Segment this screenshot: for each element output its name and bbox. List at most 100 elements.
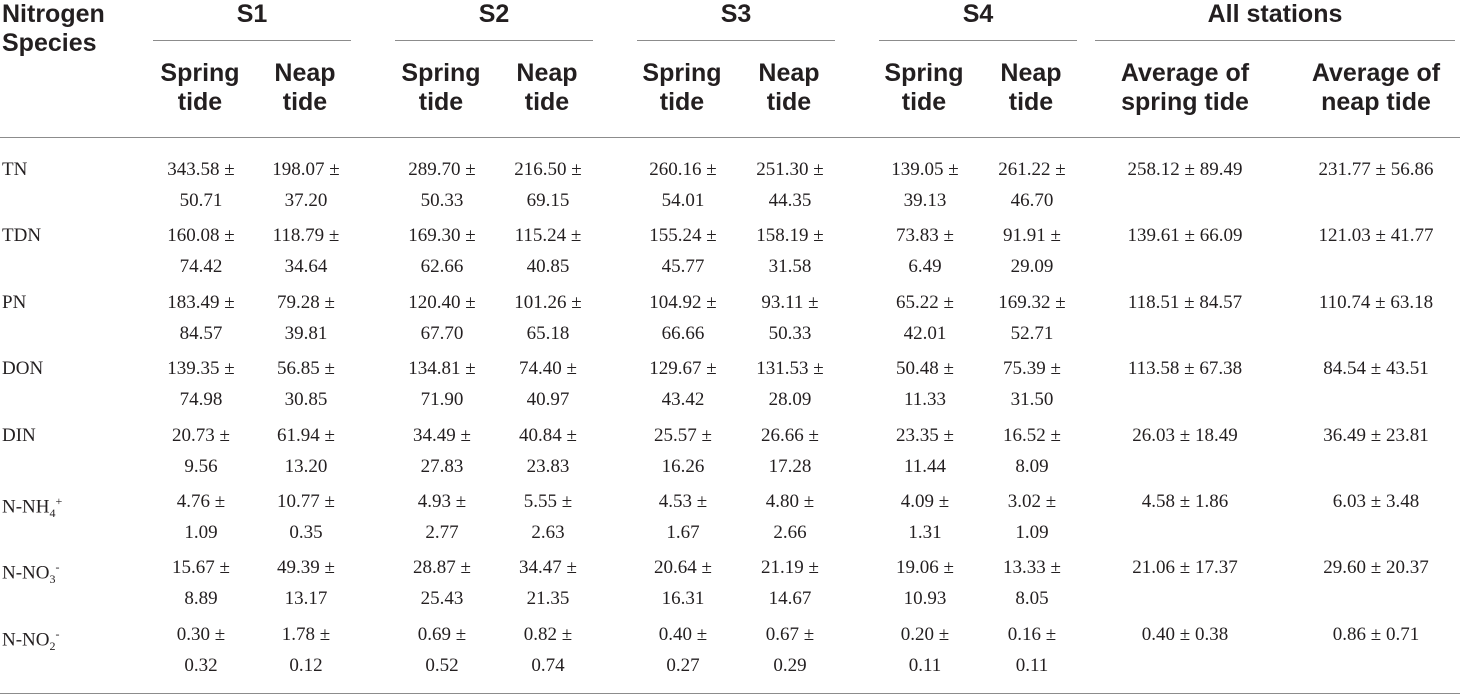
cell-sd: 11.44 (903, 456, 947, 477)
cell-sd: 0.29 (773, 655, 807, 676)
cell-mean: 65.22 ± (896, 292, 954, 313)
cell-sd: 44.35 (768, 190, 812, 211)
cell-sd: 31.58 (768, 256, 812, 277)
cell-sd: 13.17 (284, 588, 328, 609)
table-cell: 4.80 ± 2.66 (735, 486, 845, 548)
avg-neap-cell: 6.03 ± 3.48 (1332, 491, 1420, 512)
cell-mean: 183.49 ± (167, 292, 235, 313)
subheader-line: Spring (884, 59, 964, 87)
cell-sd: 31.50 (1010, 389, 1054, 410)
species-header: Nitrogen Species (2, 0, 105, 58)
cell-mean: 134.81 ± (408, 358, 476, 379)
species-header-line2: Species (2, 29, 97, 57)
cell-sd: 16.26 (661, 456, 705, 477)
table-cell: 155.24 ± 45.77 (628, 220, 738, 282)
cell-mean: 131.53 ± (756, 358, 824, 379)
table-cell: 15.67 ± 8.89 (146, 552, 256, 614)
table-cell: 251.30 ± 44.35 (735, 154, 845, 216)
subheader-line: Neap (1000, 59, 1062, 87)
avg-spring-cell: 139.61 ± 66.09 (1127, 225, 1243, 246)
cell-mean: 289.70 ± (408, 159, 476, 180)
cell-mean: 16.52 ± (1003, 425, 1061, 446)
cell-sd: 21.35 (526, 588, 570, 609)
table-cell: 0.16 ± 0.11 (977, 619, 1087, 681)
cell-mean: 4.93 ± (417, 491, 467, 512)
table-cell: 65.22 ± 42.01 (870, 287, 980, 349)
table-cell: 0.82 ± 0.74 (493, 619, 603, 681)
cell-mean: 160.08 ± (167, 225, 235, 246)
cell-sd: 28.09 (768, 389, 812, 410)
table-cell: 20.64 ± 16.31 (628, 552, 738, 614)
cell-mean: 155.24 ± (649, 225, 717, 246)
cell-sd: 29.09 (1010, 256, 1054, 277)
cell-mean: 4.53 ± (658, 491, 708, 512)
cell-mean: 4.80 ± (765, 491, 815, 512)
cell-sd: 30.85 (284, 389, 328, 410)
cell-mean: 13.33 ± (1003, 557, 1061, 578)
group-rule-s1 (153, 40, 351, 41)
table-cell: 343.58 ± 50.71 (146, 154, 256, 216)
avg-spring-cell: 0.40 ± 0.38 (1141, 624, 1229, 645)
cell-sd: 67.70 (420, 323, 464, 344)
subheader-line: Neap (274, 59, 336, 87)
cell-sd: 66.66 (661, 323, 705, 344)
table-cell: 0.20 ± 0.11 (870, 619, 980, 681)
table-cell: 40.84 ± 23.83 (493, 420, 603, 482)
cell-mean: 0.30 ± (176, 624, 226, 645)
cell-sd: 6.49 (908, 256, 942, 277)
table-cell: 115.24 ± 40.85 (493, 220, 603, 282)
cell-mean: 34.49 ± (413, 425, 471, 446)
cell-mean: 0.67 ± (765, 624, 815, 645)
table-cell: 289.70 ± 50.33 (387, 154, 497, 216)
cell-mean: 1.78 ± (281, 624, 331, 645)
cell-mean: 139.35 ± (167, 358, 235, 379)
cell-mean: 260.16 ± (649, 159, 717, 180)
table-cell: 91.91 ± 29.09 (977, 220, 1087, 282)
cell-sd: 2.66 (773, 522, 807, 543)
table-cell: 0.40 ± 0.27 (628, 619, 738, 681)
subheader-line: Neap (758, 59, 820, 87)
group-rule-all (1095, 40, 1455, 41)
group-rule-s4 (879, 40, 1077, 41)
cell-mean: 40.84 ± (519, 425, 577, 446)
cell-sd: 9.56 (184, 456, 218, 477)
cell-mean: 28.87 ± (413, 557, 471, 578)
cell-mean: 15.67 ± (172, 557, 230, 578)
cell-sd: 0.52 (425, 655, 459, 676)
cell-mean: 0.82 ± (523, 624, 573, 645)
subheader-line: Average of (1311, 59, 1441, 87)
table-cell: 25.57 ± 16.26 (628, 420, 738, 482)
table-cell: 139.05 ± 39.13 (870, 154, 980, 216)
subheader-line: Average of (1120, 59, 1250, 87)
cell-mean: 56.85 ± (277, 358, 335, 379)
cell-sd: 50.33 (420, 190, 464, 211)
avg-spring-cell: 118.51 ± 84.57 (1127, 292, 1243, 313)
table-cell: 10.77 ± 0.35 (251, 486, 361, 548)
cell-sd: 1.31 (908, 522, 942, 543)
cell-mean: 0.20 ± (900, 624, 950, 645)
cell-sd: 17.28 (768, 456, 812, 477)
cell-mean: 79.28 ± (277, 292, 335, 313)
cell-sd: 43.42 (661, 389, 705, 410)
table-cell: 131.53 ± 28.09 (735, 353, 845, 415)
species-subscript: 4 (49, 506, 56, 521)
cell-mean: 0.69 ± (417, 624, 467, 645)
cell-sd: 0.35 (289, 522, 323, 543)
cell-mean: 139.05 ± (891, 159, 959, 180)
subheader-line: neap tide (1321, 88, 1431, 116)
subheader-s4-spring: Spring tide (874, 59, 974, 117)
cell-sd: 52.71 (1010, 323, 1054, 344)
cell-mean: 120.40 ± (408, 292, 476, 313)
table-bottom-rule (0, 693, 1460, 694)
cell-sd: 2.63 (531, 522, 565, 543)
table-cell: 216.50 ± 69.15 (493, 154, 603, 216)
cell-mean: 101.26 ± (514, 292, 582, 313)
cell-sd: 8.89 (184, 588, 218, 609)
station-header-s3: S3 (720, 0, 752, 28)
subheader-line: tide (1008, 88, 1054, 116)
cell-mean: 115.24 ± (514, 225, 582, 246)
cell-sd: 0.32 (184, 655, 218, 676)
species-superscript: - (55, 627, 60, 641)
cell-mean: 169.32 ± (998, 292, 1066, 313)
cell-sd: 11.33 (903, 389, 947, 410)
